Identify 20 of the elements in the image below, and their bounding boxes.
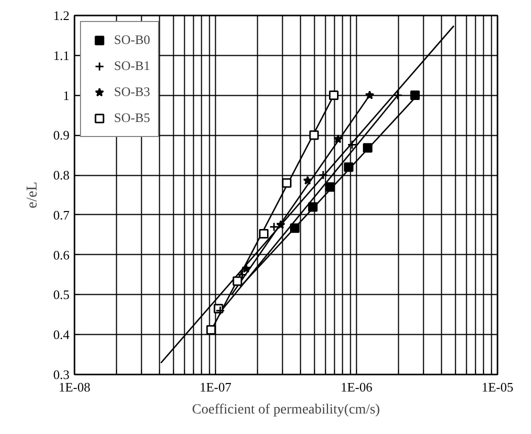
y-tick-label: 0.9 — [53, 128, 70, 143]
legend-label: SO-B3 — [114, 84, 150, 100]
y-tick-label: 0.8 — [53, 168, 70, 183]
x-tick-label: 1E-05 — [482, 380, 514, 394]
y-tick-label: 0.4 — [53, 327, 70, 342]
y-tick-label: 0.3 — [53, 367, 70, 382]
y-tick-label: 0.6 — [53, 247, 70, 262]
y-axis-title: e/eL — [24, 182, 40, 208]
legend-label: SO-B1 — [114, 58, 150, 74]
x-tick-label: 1E-08 — [58, 380, 90, 394]
y-tick-label: 0.7 — [53, 207, 70, 222]
x-tick-label: 1E-07 — [200, 380, 232, 394]
y-tick-label: 1.1 — [53, 48, 70, 63]
legend-label: SO-B5 — [114, 110, 150, 126]
y-tick-label: 0.5 — [53, 287, 70, 302]
x-tick-label: 1E-06 — [340, 380, 373, 394]
y-tick-label: 1.2 — [53, 8, 70, 23]
x-axis-title: Coefficient of permeability(cm/s) — [192, 402, 380, 418]
y-tick-label: 1 — [63, 88, 70, 103]
legend-label: SO-B0 — [114, 32, 150, 48]
